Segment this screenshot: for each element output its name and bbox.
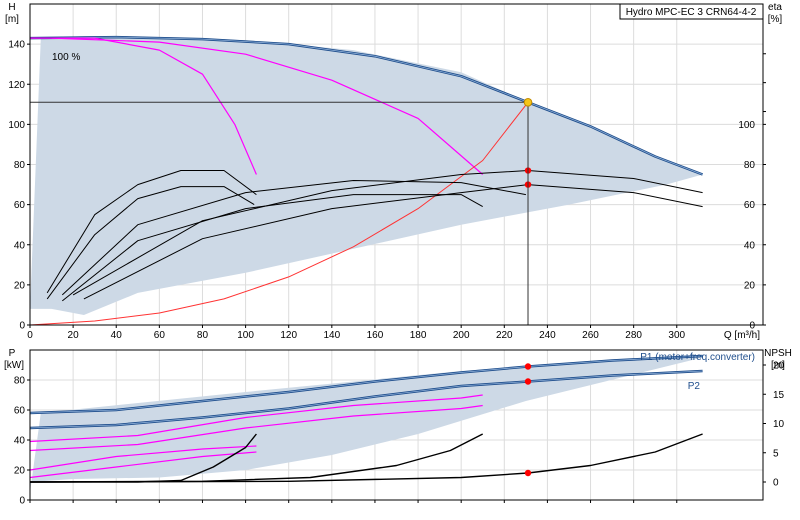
y-tick-label: 80 [14,160,26,171]
legend-label-p1: P1 (motor+freq.converter) [640,352,755,363]
y-right-tick-label: 80 [744,160,756,171]
y-right-tick-label: 0 [773,478,779,489]
y-right-tick-label: 20 [773,361,785,372]
y-right-axis-label: NPSH [764,348,792,359]
x-tick-label: 20 [68,330,80,341]
y-tick-label: 0 [19,496,25,507]
area-polygon [30,36,703,315]
x-tick-label: 240 [539,330,556,341]
x-axis-label: Q [m³/h] [724,330,760,341]
y-axis-unit: [kW] [4,360,24,371]
y-right-tick-label: 40 [744,240,756,251]
axes [27,3,766,503]
chart-title: Hydro MPC-EC 3 CRN64-4-2 [626,7,757,18]
series-main-highlight [29,36,703,175]
x-tick-label: 120 [280,330,297,341]
y-tick-label: 20 [14,466,26,477]
x-tick-label: 100 [237,330,254,341]
y-right-axis-unit: [m] [771,360,785,371]
y-tick-label: 40 [14,240,26,251]
x-tick-label: 300 [668,330,685,341]
y-right-tick-label: 10 [773,419,785,430]
y-axis-label: P [9,348,16,359]
area-polygon [30,356,703,493]
series-eta-line [83,184,703,300]
series-eta-line [46,170,257,294]
series-magenta-line [30,37,257,175]
data-point-marker [524,363,532,370]
series-eta-line [61,194,483,302]
y-tick-label: 140 [8,40,25,51]
labels: 0204060801001201400204060800204060801000… [4,2,792,507]
x-tick-label: 260 [582,330,599,341]
legend-label-p2: P2 [688,381,701,392]
y-right-axis-unit: [%] [768,14,783,25]
x-tick-label: 0 [27,330,33,341]
y-tick-label: 60 [14,406,26,417]
y-tick-label: 100 [8,120,25,131]
x-tick-label: 160 [367,330,384,341]
series-magenta-line [29,394,483,443]
series-magenta-line [29,445,257,471]
y-axis-unit: [m] [5,14,19,25]
y-tick-label: 120 [8,80,25,91]
markers [30,98,533,477]
series-main-highlight [29,355,703,414]
y-right-axis-label: eta [768,2,782,13]
y-tick-label: 60 [14,200,26,211]
y-right-tick-label: 60 [744,200,756,211]
series-magenta-line [29,404,483,452]
title-box [619,3,764,20]
series-eta-line [46,186,255,300]
x-tick-label: 180 [410,330,427,341]
data-point-marker [524,378,532,385]
y-right-tick-label: 20 [744,280,756,291]
annotation-label: 100 % [52,52,80,63]
y-right-tick-label: 5 [773,448,779,459]
plot-frame [29,349,764,501]
x-tick-label: 200 [453,330,470,341]
operating-point-marker [523,98,533,107]
series-system-line [29,101,529,326]
x-tick-label: 220 [496,330,513,341]
x-tick-label: 60 [154,330,166,341]
series-magenta-line [29,451,257,479]
x-tick-label: 140 [323,330,340,341]
y-right-tick-label: 15 [773,390,785,401]
y-tick-label: 0 [19,321,25,332]
series-main-highlight [29,370,703,429]
series-magenta-line [51,37,484,175]
curves [29,35,704,483]
data-point-marker [524,469,532,477]
y-right-tick-label: 0 [749,321,755,332]
y-right-tick-label: 100 [738,120,755,131]
x-tick-label: 80 [197,330,209,341]
series-eta-line [72,170,703,296]
y-tick-label: 20 [14,280,26,291]
x-tick-label: 280 [625,330,642,341]
series-eta-line [61,180,526,296]
y-tick-label: 40 [14,436,26,447]
y-axis-label: H [8,2,15,13]
y-tick-label: 80 [14,376,26,387]
x-tick-label: 40 [111,330,123,341]
